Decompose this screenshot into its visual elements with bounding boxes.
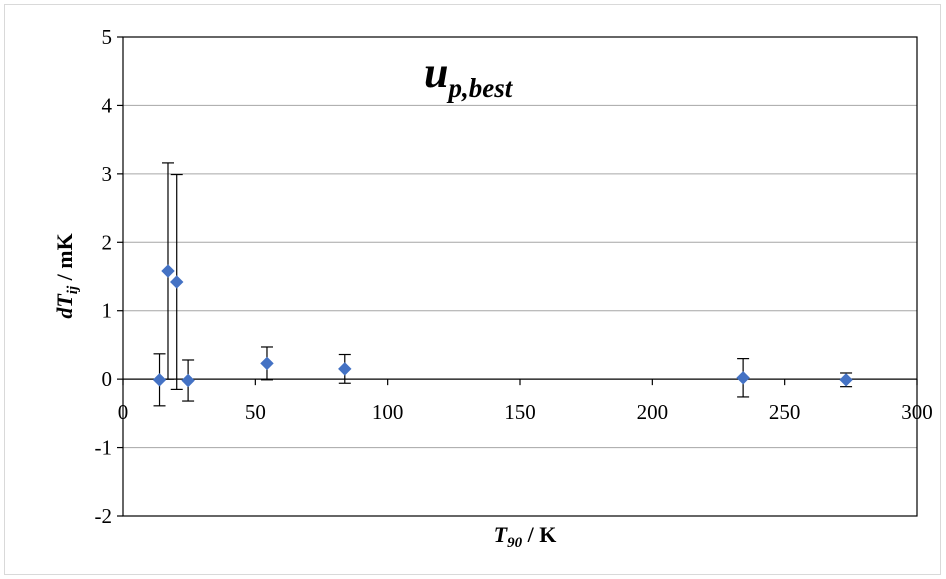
- x-tick-labels: 0 50 100 150 200 250 300: [118, 400, 933, 424]
- x-tick-label: 150: [504, 400, 536, 424]
- x-tick-label: 200: [637, 400, 669, 424]
- y-tick-label: -2: [95, 504, 113, 528]
- x-tick-label: 0: [118, 400, 129, 424]
- y-tick-label: 0: [102, 367, 113, 391]
- error-bars: [153, 162, 853, 407]
- x-axis-title: T90 / K: [494, 522, 557, 551]
- y-axis-title: dTij / mK: [52, 233, 81, 318]
- x-tick-label: 250: [769, 400, 801, 424]
- gridlines: [123, 36, 917, 517]
- y-tick-label: -1: [95, 436, 113, 460]
- y-axis-var-subscript: ij: [65, 285, 81, 294]
- x-tick-label: 300: [901, 400, 933, 424]
- chart-area: [4, 4, 941, 575]
- data-point-marker: [338, 362, 352, 376]
- y-tick-label: 1: [102, 299, 113, 323]
- data-point-marker: [260, 356, 274, 371]
- x-axis-var: T: [494, 522, 509, 547]
- y-axis-unit: / mK: [52, 233, 77, 286]
- data-point-marker: [736, 371, 750, 385]
- data-markers: [152, 264, 853, 388]
- chart-title-subscript: p,best: [446, 73, 513, 103]
- y-tick-labels: -2 -1 0 1 2 3 4 5: [95, 25, 113, 528]
- y-tick-label: 2: [102, 230, 113, 254]
- y-tick-label: 3: [102, 162, 113, 186]
- y-axis-var: dT: [52, 293, 77, 319]
- data-point-marker: [152, 373, 167, 387]
- y-tick-label: 5: [102, 25, 113, 49]
- chart-title: up,best: [424, 48, 514, 103]
- data-point-marker: [161, 264, 175, 278]
- x-axis-unit: / K: [522, 522, 556, 547]
- axes: [117, 36, 918, 517]
- x-tick-label: 50: [245, 400, 266, 424]
- x-tick-label: 100: [372, 400, 404, 424]
- y-tick-label: 4: [102, 93, 113, 117]
- data-point-marker: [181, 373, 195, 388]
- plot-border: [122, 36, 918, 517]
- chart-title-main: u: [424, 48, 448, 97]
- x-axis-var-subscript: 90: [507, 535, 523, 551]
- data-point-marker: [170, 275, 184, 289]
- data-point-marker: [839, 373, 853, 387]
